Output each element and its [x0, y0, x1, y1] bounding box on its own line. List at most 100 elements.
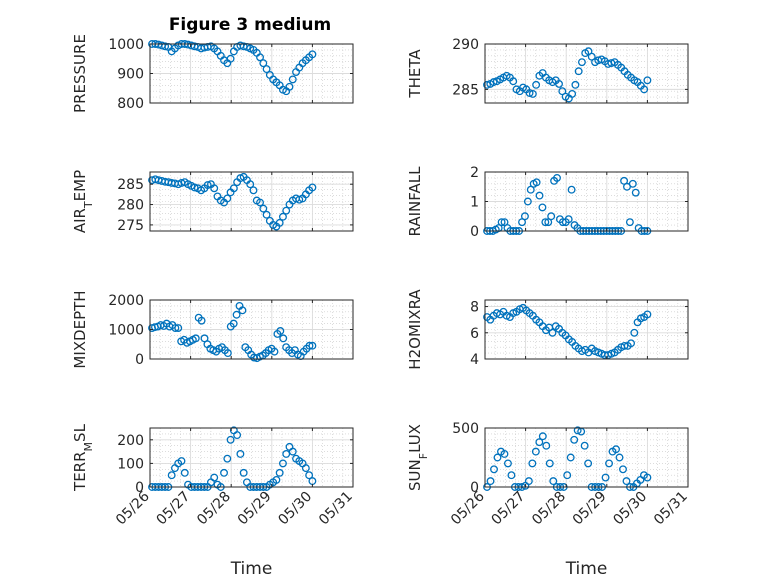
- data-point: [619, 465, 627, 474]
- data-point: [509, 77, 518, 86]
- data-point: [563, 471, 572, 480]
- data-point: [249, 186, 258, 195]
- data-point: [288, 447, 297, 456]
- data-point: [171, 324, 180, 332]
- data-point: [531, 447, 540, 456]
- data-point: [223, 454, 232, 463]
- data-point: [643, 473, 652, 482]
- data-point: [630, 328, 639, 337]
- data-point: [577, 58, 586, 67]
- data-point: [246, 180, 255, 189]
- data-point: [541, 218, 550, 227]
- subplot-theta: 285 290 THETA: [406, 37, 689, 104]
- ticks: [149, 172, 354, 231]
- ticks: [149, 299, 354, 360]
- series-points: [148, 301, 317, 363]
- xlabel: Time: [565, 559, 608, 579]
- data-point: [308, 341, 317, 350]
- data-point: [285, 82, 294, 91]
- data-point: [197, 316, 206, 325]
- data-point: [489, 78, 498, 87]
- data-point: [282, 450, 291, 458]
- data-point: [238, 306, 247, 315]
- data-point: [167, 471, 176, 480]
- data-point: [229, 319, 238, 328]
- data-point: [233, 431, 242, 440]
- data-point: [547, 212, 556, 221]
- ylabel: THETA: [406, 49, 424, 99]
- ytick-label: 2: [470, 165, 479, 181]
- data-point: [503, 459, 512, 468]
- data-point: [523, 197, 532, 206]
- subplot-air-temp: 275 280 285 AIRTEMP: [71, 170, 354, 234]
- ticks: [484, 171, 689, 232]
- subplot-h2omixra: 4 6 8 H2OMIXRA: [406, 289, 689, 370]
- data-point: [538, 432, 547, 441]
- ytick-label: 275: [117, 218, 144, 234]
- data-point: [161, 42, 170, 51]
- data-point: [528, 459, 537, 468]
- ticks: [484, 427, 689, 488]
- ticks: [149, 428, 354, 488]
- ytick-label: 285: [117, 177, 144, 193]
- data-point: [631, 188, 640, 197]
- data-point: [180, 468, 189, 477]
- series-points: [483, 47, 652, 103]
- data-point: [250, 353, 259, 362]
- data-point: [612, 445, 620, 454]
- ytick-label: 0: [470, 224, 479, 240]
- data-point: [276, 327, 285, 335]
- data-point: [500, 450, 509, 458]
- ylabel: H2OMIXRA: [406, 289, 424, 370]
- data-point: [571, 80, 580, 89]
- data-point: [643, 76, 652, 85]
- data-point: [532, 80, 541, 89]
- data-point: [625, 218, 634, 227]
- data-point: [232, 310, 241, 319]
- data-point: [497, 218, 506, 227]
- data-point: [239, 468, 248, 477]
- data-point: [605, 459, 614, 468]
- ytick-label: 6: [470, 326, 479, 342]
- data-point: [278, 459, 287, 468]
- ticks: [149, 43, 354, 104]
- data-point: [210, 473, 219, 482]
- data-point: [524, 477, 533, 486]
- data-point: [305, 341, 314, 350]
- data-point: [493, 453, 502, 462]
- data-point: [279, 334, 288, 343]
- figure-title: Figure 3 medium: [169, 15, 331, 35]
- data-point: [570, 435, 579, 444]
- subplot-rainfall: 0 1 2 RAINFALL: [406, 165, 689, 240]
- data-point: [278, 212, 287, 221]
- data-point: [555, 79, 563, 88]
- data-point: [545, 459, 554, 468]
- data-point: [288, 75, 297, 84]
- ytick-label: 285: [452, 82, 479, 98]
- data-point: [532, 178, 541, 187]
- data-point: [640, 85, 649, 94]
- series-points: [483, 173, 652, 235]
- data-point: [486, 477, 495, 486]
- data-point: [566, 453, 575, 462]
- data-point: [174, 324, 183, 332]
- ylabel: MIXDEPTH: [71, 290, 89, 368]
- ylabel: SUNFLUX: [406, 424, 430, 491]
- data-point: [568, 89, 577, 98]
- ticks: [484, 300, 689, 360]
- ytick-label: 1000: [108, 323, 144, 339]
- series-points: [148, 172, 317, 231]
- axes-box: [149, 171, 354, 232]
- data-point: [567, 185, 576, 194]
- ytick-label: 8: [470, 300, 479, 316]
- data-point: [262, 210, 271, 219]
- data-point: [308, 183, 317, 192]
- axes-box: [484, 43, 689, 104]
- ytick-label: 0: [135, 352, 144, 368]
- data-point: [520, 212, 529, 221]
- data-point: [305, 471, 314, 480]
- ytick-label: 280: [117, 198, 144, 214]
- xlabel: Time: [230, 559, 273, 579]
- subplot-pressure: 800 900 1000 PRESSURE: [71, 34, 354, 113]
